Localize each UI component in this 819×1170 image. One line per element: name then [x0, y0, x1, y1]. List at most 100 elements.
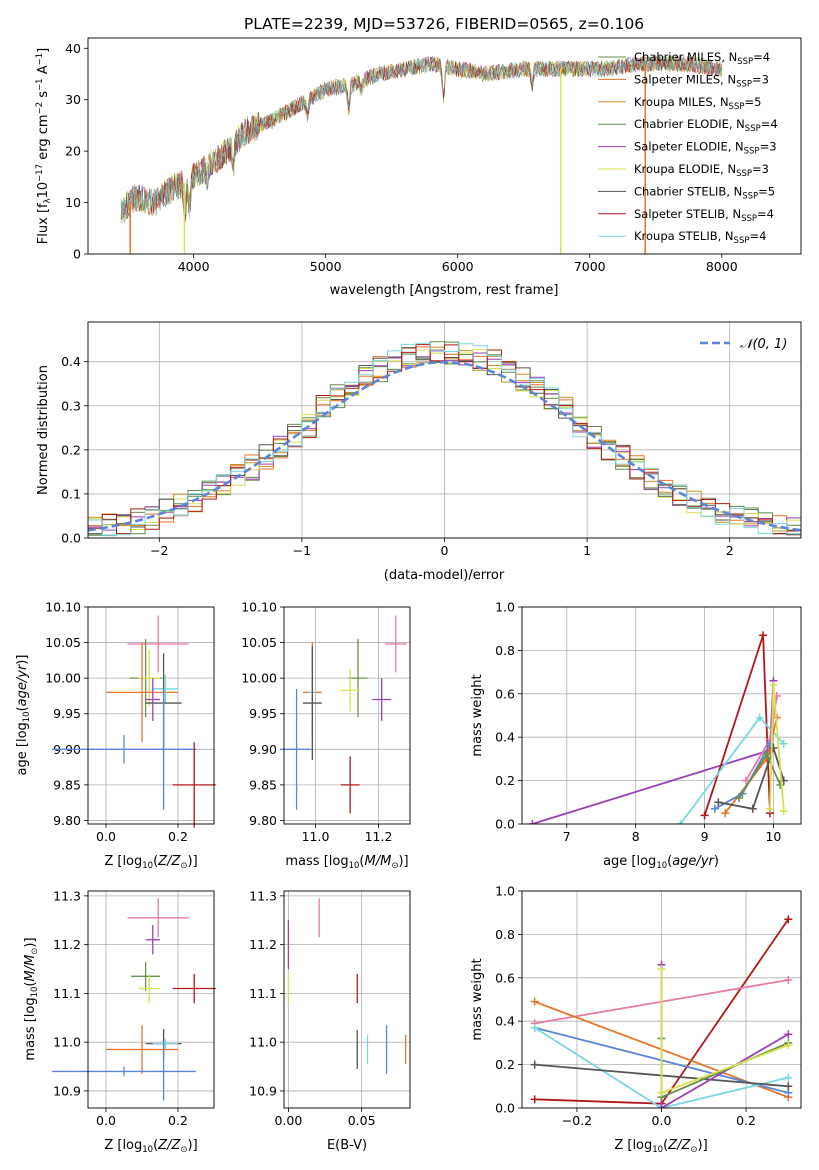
y-tick-label: 0.0	[495, 1101, 515, 1116]
legend-entry: Chabrier ELODIE, NSSP=4	[634, 117, 778, 134]
x-tick-label: 0.0	[96, 1113, 116, 1128]
x-tick-label: 8000	[706, 259, 738, 274]
legend-entry: Chabrier MILES, NSSP=4	[634, 50, 770, 67]
spectrum-line	[120, 55, 723, 222]
x-tick-label: 7	[563, 829, 571, 844]
axes-frame	[87, 37, 802, 255]
x-tick-label: −0.2	[562, 1113, 592, 1128]
plus-marker	[779, 739, 788, 748]
spectrum-line	[120, 55, 723, 221]
axes-frame	[87, 606, 215, 825]
legend-entry: 𝒩(0, 1)	[740, 337, 787, 352]
errorbar-point	[52, 1066, 196, 1077]
axes-mass-weight-vs-z: −0.2 0.0 0.2 0.0 0.2 0.4 0.6 0.8 1.0 mass weight Z…	[470, 884, 802, 1155]
plus-marker	[735, 793, 743, 802]
x-tick-label: 4000	[178, 259, 210, 274]
spectrum-series	[120, 55, 723, 222]
plus-marker	[784, 1041, 793, 1050]
spectrum-line	[120, 56, 723, 222]
y-tick-label: 10.05	[241, 635, 277, 650]
x-tick-label: 10	[765, 829, 781, 844]
spectrum-line	[120, 55, 722, 220]
errorbar-point	[172, 742, 216, 828]
y-tick-label: 20	[65, 144, 81, 159]
spectrum-series	[120, 55, 723, 223]
y-tick-label: 11.2	[53, 937, 81, 952]
plus-marker	[714, 798, 723, 807]
figure-title: PLATE=2239, MJD=53726, FIBERID=0565, z=0…	[244, 15, 644, 33]
plus-marker	[748, 804, 757, 813]
y-tick-label: 9.85	[53, 777, 81, 792]
y-tick-label: 10.9	[53, 1083, 81, 1098]
axes-spectrum: 4000 5000 6000 7000 8000 0 10 20 30 40 wavelength …	[35, 37, 802, 298]
y-tick-label: 0.8	[495, 927, 515, 942]
spectrum-line	[120, 55, 723, 221]
line-series	[700, 631, 774, 820]
plus-marker	[784, 1082, 793, 1091]
x-axis-label: age [log10(age/yr)	[603, 854, 719, 871]
x-axis-label: wavelength [Angstrom, rest frame]	[330, 283, 559, 298]
y-tick-label: 0.6	[495, 970, 515, 985]
y-axis-label: age [log10(age/yr)]	[15, 655, 32, 776]
line-series	[528, 676, 778, 824]
axes-frame	[283, 606, 411, 825]
x-axis-label: (data-model)/error	[384, 568, 505, 583]
line-series	[766, 681, 788, 815]
x-tick-label: 11.2	[365, 829, 393, 844]
y-tick-label: 11.2	[249, 937, 277, 952]
x-tick-label: 0.05	[348, 1113, 376, 1128]
plus-marker	[530, 997, 539, 1006]
plus-marker	[721, 809, 730, 818]
y-tick-label: 9.80	[249, 813, 277, 828]
spectrum-series	[120, 56, 723, 226]
x-tick-label: 0.0	[652, 1113, 672, 1128]
errorbar-point	[52, 735, 196, 764]
errorbar-point	[302, 646, 322, 760]
x-tick-label: 0.2	[736, 1113, 756, 1128]
plus-marker	[530, 1060, 539, 1069]
spectrum-line	[120, 55, 723, 222]
line-path	[718, 745, 785, 810]
histogram-series	[88, 344, 801, 535]
y-tick-label: 1.0	[495, 600, 515, 615]
y-tick-label: 9.95	[249, 706, 277, 721]
plus-marker	[766, 804, 774, 813]
errorbar-point	[161, 1042, 166, 1101]
errorbar-point	[156, 688, 171, 810]
x-tick-label: 0	[441, 543, 449, 558]
axes-mass-weight-vs-age: 7 8 9 10 0.0 0.2 0.4 0.6 0.8 1.0 mass weight age [l…	[470, 600, 802, 871]
x-tick-label: 7000	[574, 259, 606, 274]
x-axis-label: Z [log10(Z/Z⊙)]	[104, 854, 197, 871]
axes-frame	[521, 890, 802, 1109]
y-tick-label: 0.4	[61, 354, 81, 369]
y-tick-label: 40	[65, 41, 81, 56]
errorbar-point	[172, 973, 216, 1004]
plus-marker	[676, 820, 685, 824]
x-axis-label: Z [log10(Z/Z⊙)]	[614, 1138, 707, 1155]
axes-residuals: −2 −1 0 1 2 0.0 0.1 0.2 0.3 0.4 𝒩(0, 1) (data-model…	[36, 321, 802, 583]
y-tick-label: 11.3	[53, 888, 81, 903]
x-tick-label: 0.2	[168, 829, 188, 844]
y-tick-label: 9.95	[53, 706, 81, 721]
y-tick-label: 0.8	[495, 643, 515, 658]
y-tick-label: 30	[65, 92, 81, 107]
line-series	[657, 965, 793, 1097]
x-tick-label: 0.00	[274, 1113, 302, 1128]
plus-marker	[755, 713, 764, 722]
legend-entry: Salpeter STELIB, NSSP=4	[634, 207, 774, 224]
spectrum-line	[120, 55, 722, 224]
legend-entry: Kroupa ELODIE, NSSP=3	[634, 162, 769, 179]
plus-marker	[784, 1073, 793, 1082]
line-series	[676, 713, 788, 824]
y-tick-label: 0.0	[495, 817, 515, 832]
errorbar-point	[340, 668, 360, 712]
spectrum-series	[120, 55, 723, 221]
x-axis-label: E(B-V)	[327, 1138, 367, 1153]
errorbar-point	[145, 678, 160, 721]
line-path	[532, 680, 775, 824]
axes-frame	[87, 321, 802, 539]
errorbar-point	[372, 678, 392, 721]
x-tick-label: 1	[583, 543, 591, 558]
errorbar-point	[384, 615, 407, 673]
errorbar-point	[152, 674, 178, 704]
